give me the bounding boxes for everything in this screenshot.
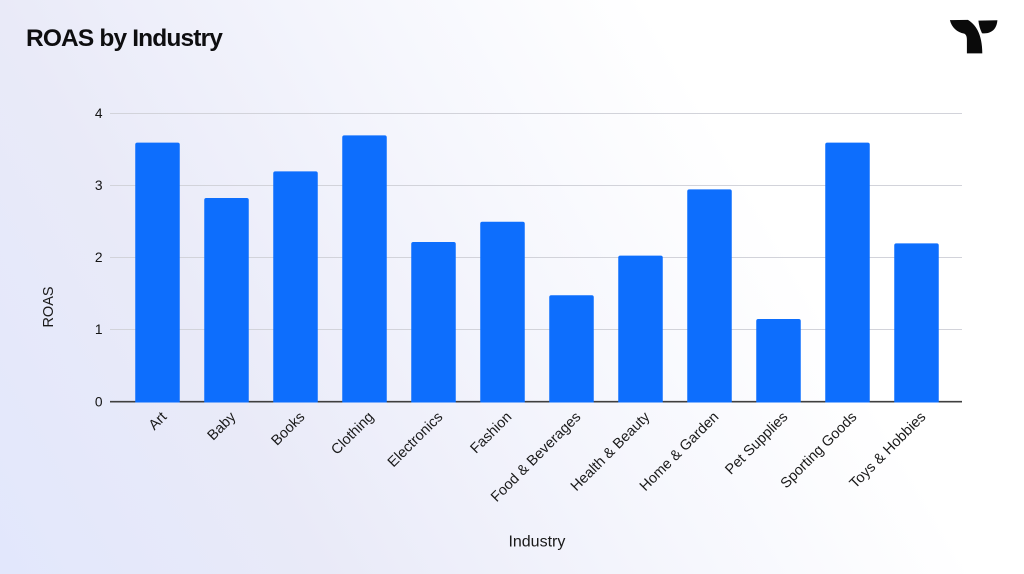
svg-text:Clothing: Clothing: [328, 409, 377, 458]
svg-text:Books: Books: [269, 409, 309, 449]
svg-text:1: 1: [95, 322, 103, 337]
svg-text:3: 3: [95, 178, 103, 193]
svg-text:Art: Art: [146, 409, 170, 433]
svg-text:Fashion: Fashion: [468, 409, 516, 457]
svg-text:ROAS: ROAS: [41, 286, 57, 327]
svg-text:0: 0: [95, 394, 103, 409]
svg-text:Baby: Baby: [205, 409, 240, 444]
svg-text:2: 2: [95, 250, 103, 265]
svg-text:Industry: Industry: [508, 534, 565, 551]
svg-text:Pet Supplies: Pet Supplies: [722, 409, 791, 478]
svg-text:4: 4: [95, 106, 103, 121]
svg-text:Electronics: Electronics: [385, 409, 446, 470]
